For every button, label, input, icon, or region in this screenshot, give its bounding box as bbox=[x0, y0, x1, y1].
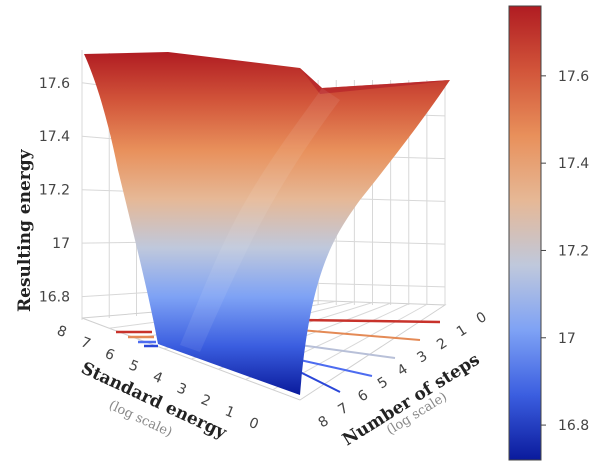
contour-line bbox=[299, 359, 373, 377]
y-tick-label: 2 bbox=[434, 335, 450, 353]
x-tick-label: 2 bbox=[199, 392, 213, 410]
z-tick-label: 16.8 bbox=[39, 290, 70, 306]
surface-main-face bbox=[84, 52, 450, 395]
z-tick-label: 17.6 bbox=[39, 76, 70, 92]
x-tick-label: 4 bbox=[151, 369, 165, 387]
colorbar-tick-label: 17.2 bbox=[558, 243, 589, 259]
colorbar-tick-label: 17 bbox=[558, 331, 576, 347]
z-tick-label: 17 bbox=[52, 236, 70, 252]
y-tick-label: 1 bbox=[454, 322, 470, 340]
y-tick-label: 8 bbox=[316, 413, 332, 431]
y-tick-label: 4 bbox=[395, 361, 411, 379]
x-tick-label: 5 bbox=[127, 357, 141, 375]
x-tick-label: 1 bbox=[223, 403, 237, 421]
contour-line bbox=[299, 318, 441, 324]
colorbar-tick-label: 17.4 bbox=[558, 156, 589, 172]
x-tick-label: 7 bbox=[79, 334, 93, 352]
contour-line bbox=[299, 371, 341, 393]
x-tick-label: 3 bbox=[175, 380, 189, 398]
colorbar-tick-label: 17.6 bbox=[558, 69, 589, 85]
y-tick-label: 3 bbox=[414, 348, 430, 366]
colorbar: 16.8 17 17.2 17.4 17.6 bbox=[508, 5, 589, 461]
x-tick-label: 6 bbox=[103, 346, 117, 364]
floor-contour-lines bbox=[116, 318, 441, 393]
z-axis-title: Resulting energy bbox=[15, 148, 35, 312]
x-tick-label: 8 bbox=[55, 323, 69, 341]
z-axis-ticks: 16.8 17 17.2 17.4 17.6 bbox=[39, 76, 70, 306]
surface bbox=[84, 52, 450, 395]
contour-line bbox=[299, 329, 421, 341]
y-tick-label: 5 bbox=[375, 374, 391, 392]
z-tick-label: 17.2 bbox=[39, 183, 70, 199]
y-tick-label: 7 bbox=[335, 400, 351, 418]
z-tick-label: 17.4 bbox=[39, 129, 70, 145]
surface-valley-highlight bbox=[180, 88, 340, 352]
colorbar-tick-label: 16.8 bbox=[558, 418, 589, 434]
y-tick-label: 6 bbox=[355, 387, 371, 405]
colorbar-ticks: 16.8 17 17.2 17.4 17.6 bbox=[541, 69, 589, 434]
x-tick-label: 0 bbox=[247, 415, 261, 433]
contour-line bbox=[299, 344, 396, 359]
colorbar-frame bbox=[508, 5, 542, 461]
y-tick-label: 0 bbox=[474, 309, 490, 327]
surface-ridge-shade bbox=[300, 68, 450, 94]
